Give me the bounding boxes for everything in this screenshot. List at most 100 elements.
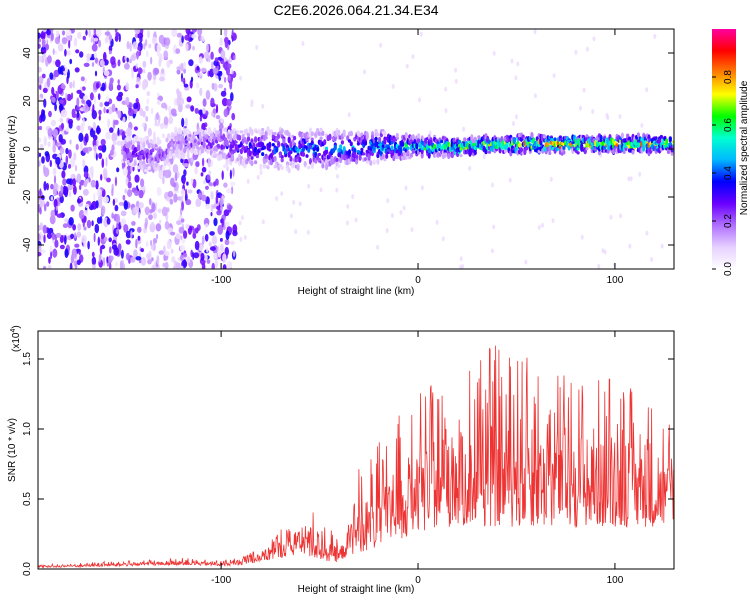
spectrogram-cell xyxy=(176,66,181,71)
spectrogram-cell xyxy=(250,102,254,108)
spectrogram-cell xyxy=(198,244,204,252)
spectrogram-cell xyxy=(90,179,97,188)
spectrogram-cell xyxy=(195,161,200,168)
spectrogram-cell xyxy=(134,29,141,35)
spectrogram-cell xyxy=(229,135,233,142)
spectrogram-cell xyxy=(49,245,53,255)
spectrogram-cell xyxy=(132,41,138,50)
spectrogram-cell xyxy=(165,195,168,200)
spectrogram-cell xyxy=(123,224,129,233)
spectrogram-cell xyxy=(224,29,228,38)
spectrogram-cell xyxy=(106,217,111,225)
spectrogram-cell xyxy=(87,240,90,250)
spectrogram-cell xyxy=(268,141,272,149)
spectrogram-cell xyxy=(631,149,635,155)
spectrogram-cell xyxy=(239,236,243,242)
spectrogram-cell xyxy=(62,178,67,186)
spectrogram-cell xyxy=(179,129,183,134)
spectrogram-cell xyxy=(280,158,284,163)
spectrogram-cell xyxy=(74,164,78,172)
spectrogram-cell xyxy=(205,89,211,100)
spectrogram-cell xyxy=(43,203,47,212)
spectrogram-cell xyxy=(181,201,185,211)
spectrogram-cell xyxy=(66,93,72,102)
spectrogram-cell xyxy=(183,83,189,88)
spectrogram-cell xyxy=(383,158,387,162)
spectrogram-cell xyxy=(107,118,111,128)
spectrogram-cell xyxy=(145,105,149,112)
spectrogram-cell xyxy=(477,135,481,140)
spectrogram-cell xyxy=(156,159,160,164)
spectrogram-cell xyxy=(376,132,380,137)
spectrogram-cell xyxy=(104,101,110,107)
spectrogram-cell xyxy=(137,144,141,151)
spectrogram-cell xyxy=(132,165,135,172)
spectrogram-cell xyxy=(86,219,92,229)
spectrogram-cell xyxy=(183,230,188,239)
spectrogram-cell xyxy=(177,152,181,160)
spectrogram-cell xyxy=(220,149,224,153)
spectrogram-cell xyxy=(156,186,162,196)
spectrogram-cell xyxy=(202,142,206,148)
spectrogram-cell xyxy=(54,239,59,248)
spectrogram-cell xyxy=(76,89,82,94)
spectrogram-cell xyxy=(316,128,320,133)
spectrogram-cell xyxy=(133,206,140,214)
spectrogram-cell xyxy=(126,41,130,50)
spectrogram-cell xyxy=(293,135,297,141)
spectrogram-cell xyxy=(61,67,65,72)
spectrogram-cell xyxy=(69,262,73,269)
spectrogram-cell xyxy=(195,198,202,207)
spectrogram-cell xyxy=(139,185,146,191)
spectrogram-cell xyxy=(310,131,314,137)
spectrogram-cell xyxy=(406,146,410,150)
spectrogram-cell xyxy=(158,139,162,144)
spectrogram-cell xyxy=(40,112,46,122)
spectrogram-cell xyxy=(59,147,65,155)
spectrogram-cell xyxy=(219,237,223,242)
spectrogram-cell xyxy=(122,167,128,176)
spectrogram-cell xyxy=(196,72,203,77)
spectrogram-cell xyxy=(170,108,177,116)
spectrogram-cell xyxy=(164,169,170,179)
spectrogram-cell xyxy=(390,213,394,218)
spectrogram-cell xyxy=(186,152,190,159)
spectrogram-x-label: Height of straight line (km) xyxy=(298,286,415,297)
snr-frame xyxy=(37,330,675,570)
spectrogram-cell xyxy=(167,133,171,139)
spectrogram-cell xyxy=(537,225,541,230)
spectrogram-cell xyxy=(49,159,52,168)
spectrogram-cell xyxy=(105,96,110,102)
spectrogram-cell xyxy=(194,166,198,175)
spectrogram-cell xyxy=(324,146,329,150)
spectrogram-cell xyxy=(41,195,45,201)
spectrogram-cell xyxy=(117,59,121,67)
spectrogram-cell xyxy=(181,133,185,137)
spectrogram-cell xyxy=(230,92,234,102)
spectrogram-cell xyxy=(215,178,219,186)
spectrogram-cell xyxy=(92,134,98,141)
spectrogram-cell xyxy=(190,177,194,185)
snr-ticks: -100 0 100 0.0 0.5 1.0 1.5 xyxy=(22,331,674,586)
spectrogram-cell xyxy=(246,136,251,142)
spectrogram-cell xyxy=(42,265,47,269)
spectrogram-cell xyxy=(146,98,150,105)
spectrogram-cell xyxy=(250,139,254,143)
spectrogram-cell xyxy=(115,176,117,187)
spectrogram-cell xyxy=(112,140,117,146)
spectrogram-cell xyxy=(131,139,135,145)
spectrogram-cell xyxy=(418,97,421,103)
spectrogram-cell xyxy=(220,117,224,124)
spectrogram-cell xyxy=(93,29,97,36)
spectrogram-cell xyxy=(93,145,97,152)
spectrogram-cell xyxy=(38,66,42,73)
spectrogram-cell xyxy=(135,136,139,141)
spectrogram-cell xyxy=(508,177,512,183)
spectrogram-cell xyxy=(261,152,265,157)
spectrogram-cell xyxy=(201,166,207,173)
spectrogram-cell xyxy=(186,256,191,264)
spectrogram-cell xyxy=(158,219,162,224)
spectrogram-cell xyxy=(153,212,157,220)
spectrogram-cell xyxy=(597,150,602,156)
spectrogram-cell xyxy=(319,136,323,140)
